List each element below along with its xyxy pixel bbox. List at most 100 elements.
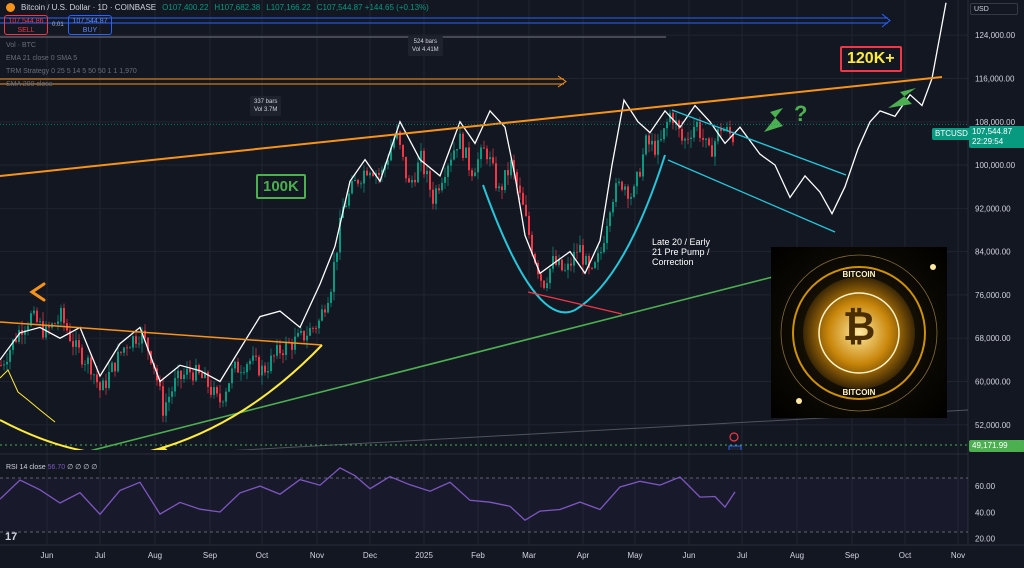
- candle-body: [699, 121, 701, 138]
- time-tick-label: Aug: [790, 551, 804, 560]
- candle-body: [240, 372, 242, 374]
- currency-selector[interactable]: USD: [970, 3, 1018, 15]
- candle-body: [306, 335, 308, 341]
- candle-body: [234, 361, 236, 369]
- candle-body: [693, 126, 695, 138]
- rsi-extra: ∅ ∅ ∅ ∅: [67, 464, 98, 471]
- yellow-small-line: [0, 369, 56, 423]
- candle-body: [621, 181, 623, 190]
- candle-body: [417, 162, 419, 183]
- time-tick-label: Apr: [577, 551, 590, 560]
- candle-body: [681, 128, 683, 141]
- candle-body: [321, 309, 323, 321]
- candle-body: [465, 147, 467, 158]
- candle-body: [654, 140, 656, 155]
- candle-body: [687, 138, 689, 140]
- rsi-band: [0, 478, 968, 532]
- candle-body: [453, 150, 455, 160]
- orange-arrow: [29, 282, 46, 302]
- indicator-trm[interactable]: TRM Strategy 0 25 5 14 5 50 50 1 1 1,970: [6, 68, 137, 75]
- candle-body: [255, 355, 257, 357]
- rsi-line: [0, 467, 736, 522]
- event-icon[interactable]: [729, 432, 739, 442]
- sell-button[interactable]: 107,544.86 SELL: [4, 15, 48, 35]
- time-axis[interactable]: Jun Jul Aug Sep Oct Nov Dec 2025 Feb Mar Apr May Jun…: [41, 551, 966, 560]
- candle-body: [633, 186, 635, 197]
- candle-body: [510, 160, 512, 176]
- candle-body: [414, 179, 416, 183]
- candle-body: [450, 159, 452, 166]
- time-tick-label: 2025: [415, 551, 433, 560]
- candle-body: [171, 391, 173, 397]
- candle-body: [570, 263, 572, 266]
- candle-body: [438, 188, 440, 191]
- candle-body: [15, 339, 17, 342]
- rsi-axis: 60.00 40.00 20.00: [975, 482, 996, 543]
- candle-body: [543, 280, 545, 289]
- candle-body: [696, 121, 698, 127]
- candle-body: [6, 361, 8, 365]
- coin-bottom-text: BITCOIN: [842, 388, 876, 397]
- candle-body: [228, 383, 230, 392]
- candle-body: [660, 139, 662, 141]
- candle-body: [102, 380, 104, 391]
- candle-body: [522, 192, 524, 205]
- candle-body: [135, 336, 137, 344]
- indicator-ema[interactable]: EMA 21 close 0 SMA 5: [6, 55, 78, 62]
- candle-body: [486, 148, 488, 160]
- time-tick-label: Jul: [737, 551, 747, 560]
- candle-body: [678, 120, 680, 129]
- candle-body: [138, 343, 140, 345]
- orange-support-line: [0, 321, 323, 346]
- candle-body: [381, 169, 383, 175]
- buy-button[interactable]: 107,544.87 BUY: [68, 15, 112, 35]
- price-tick-label: 124,000.00: [975, 31, 1016, 40]
- price-axis[interactable]: 124,000.00 116,000.00 108,000.00 100,000.00…: [975, 31, 1016, 430]
- candle-body: [606, 226, 608, 244]
- candle-body: [690, 137, 692, 140]
- bitcoin-coin-image: BITCOIN ₿ BITCOIN: [771, 247, 947, 418]
- candle-body: [597, 253, 599, 263]
- candle-body: [243, 372, 245, 373]
- candle-body: [339, 217, 341, 253]
- candle-body: [39, 321, 41, 323]
- candle-body: [219, 393, 221, 403]
- candle-body: [489, 157, 491, 160]
- candle-body: [72, 341, 74, 347]
- note-text: Late 20 / Early 21 Pre Pump / Correction: [652, 237, 711, 267]
- symbol-price-tag: BTCUSD: [932, 128, 971, 140]
- candle-body: [483, 147, 485, 149]
- candle-body: [573, 251, 575, 266]
- candle-body: [558, 259, 560, 265]
- symbol-header[interactable]: Bitcoin / U.S. Dollar · 1D · COINBASE O1…: [6, 3, 429, 12]
- candle-body: [729, 127, 731, 134]
- symbol-title: Bitcoin / U.S. Dollar · 1D · COINBASE: [21, 3, 157, 12]
- candle-body: [426, 170, 428, 175]
- indicator-vol[interactable]: Vol · BTC: [6, 42, 36, 49]
- candle-body: [201, 373, 203, 379]
- candle-body: [441, 182, 443, 191]
- flag-icon[interactable]: [728, 445, 742, 452]
- time-tick-label: Dec: [363, 551, 377, 560]
- indicator-sma[interactable]: SMA 200 close: [6, 81, 53, 88]
- candle-body: [174, 378, 176, 392]
- candle-body: [495, 163, 497, 189]
- candle-body: [651, 140, 653, 145]
- candle-body: [108, 371, 110, 389]
- candle-body: [582, 245, 584, 265]
- candle-body: [609, 212, 611, 227]
- candle-body: [630, 196, 632, 199]
- candle-body: [675, 120, 677, 124]
- candle-body: [99, 382, 101, 391]
- candle-body: [312, 327, 314, 329]
- candle-body: [291, 342, 293, 350]
- bar-countdown: 22:29:54: [972, 137, 1004, 146]
- candle-body: [705, 138, 707, 140]
- candle-body: [333, 261, 335, 292]
- candle-body: [114, 362, 116, 372]
- candle-body: [246, 364, 248, 373]
- candle-body: [408, 178, 410, 183]
- candle-body: [258, 356, 260, 376]
- rsi-legend[interactable]: RSI 14 close 56.70 ∅ ∅ ∅ ∅: [6, 463, 97, 471]
